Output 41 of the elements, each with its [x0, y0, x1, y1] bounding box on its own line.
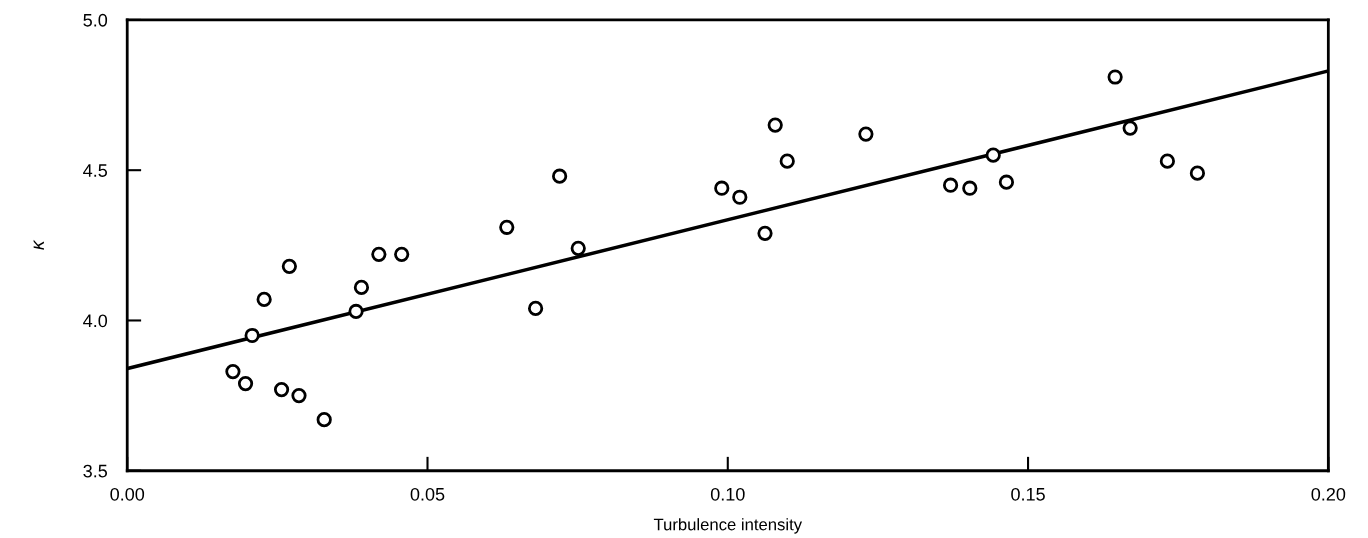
y-tick-label: 3.5 [83, 464, 108, 478]
point [714, 180, 730, 196]
y-axis-title: κ [33, 239, 44, 250]
x-tick-label: 0.15 [1011, 487, 1045, 501]
point [552, 168, 568, 184]
point [499, 219, 515, 235]
x-tick-label: 0.10 [710, 487, 745, 501]
point [1159, 153, 1175, 169]
point [281, 258, 297, 274]
point [942, 177, 959, 193]
point [779, 153, 795, 169]
point [348, 303, 364, 320]
point [244, 327, 260, 344]
point [371, 246, 387, 262]
point [767, 117, 783, 133]
point [962, 180, 978, 196]
x-axis-title: Turbulence intensity [653, 518, 803, 534]
point [1122, 120, 1138, 136]
point [732, 189, 748, 205]
point [237, 375, 254, 392]
point [353, 279, 370, 296]
point [998, 174, 1015, 190]
y-tick-label: 4.0 [83, 314, 108, 328]
point [291, 388, 307, 404]
x-tick-label: 0.00 [110, 487, 145, 501]
point [528, 300, 544, 317]
x-tick-label: 0.20 [1311, 487, 1346, 501]
point [316, 412, 332, 428]
x-tick-label: 0.05 [410, 487, 445, 501]
point [1107, 69, 1123, 85]
point [256, 291, 272, 308]
point [273, 382, 290, 398]
point [225, 363, 241, 380]
point [570, 240, 586, 256]
point [858, 126, 874, 142]
y-tick-label: 5.0 [83, 13, 108, 27]
point [394, 246, 410, 262]
point [985, 147, 1001, 163]
point [757, 225, 773, 241]
point [1189, 165, 1206, 181]
y-tick-label: 4.5 [83, 164, 108, 177]
